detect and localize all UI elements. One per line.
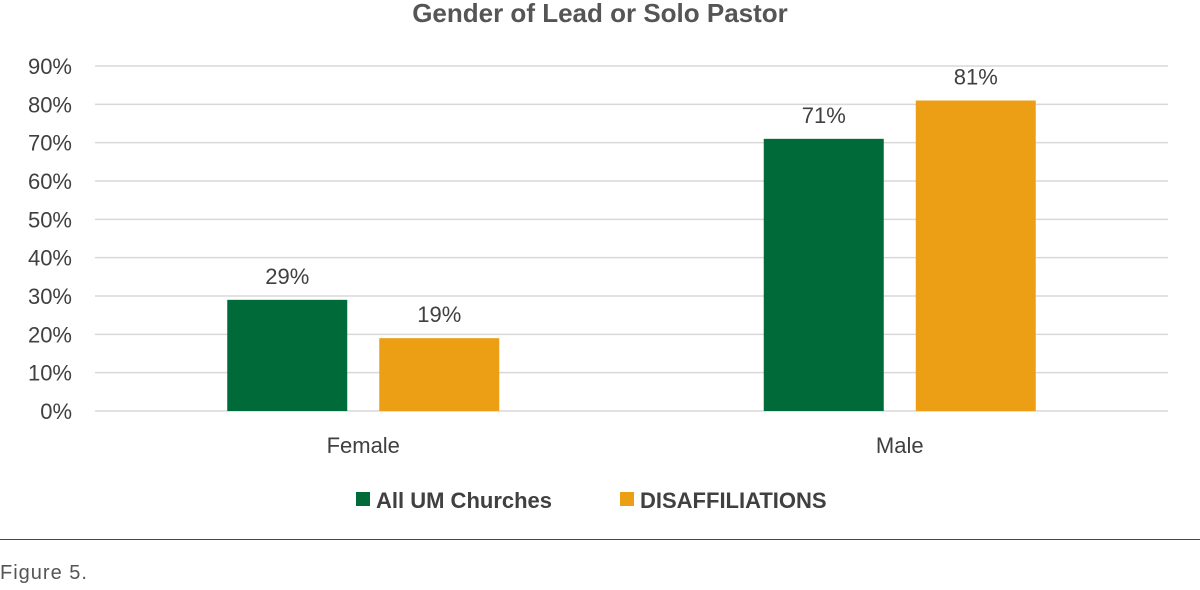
y-tick-label: 0% — [40, 399, 72, 424]
legend-swatch — [356, 492, 370, 506]
x-axis: Female Male — [327, 433, 924, 458]
y-tick-label: 70% — [28, 131, 72, 156]
bar-female-disaffiliations — [379, 338, 500, 411]
bar-male-disaffiliations — [915, 100, 1036, 411]
legend-swatch — [620, 492, 634, 506]
x-category-label: Female — [327, 433, 400, 458]
data-label: 71% — [802, 103, 846, 128]
data-label: 29% — [265, 264, 309, 289]
data-label: 19% — [417, 302, 461, 327]
data-labels: 29% 19% 71% 81% — [265, 65, 998, 328]
y-tick-label: 40% — [28, 246, 72, 271]
y-tick-label: 50% — [28, 207, 72, 232]
y-tick-label: 10% — [28, 361, 72, 386]
y-tick-label: 80% — [28, 92, 72, 117]
y-tick-label: 20% — [28, 322, 72, 347]
legend: All UM Churches DISAFFILIATIONS — [356, 488, 827, 513]
x-category-label: Male — [876, 433, 924, 458]
data-label: 81% — [954, 65, 998, 90]
y-tick-label: 60% — [28, 169, 72, 194]
bars — [227, 100, 1036, 412]
chart-title: Gender of Lead or Solo Pastor — [412, 0, 788, 28]
figure-caption: Figure 5. — [0, 562, 88, 584]
caption-divider — [0, 539, 1200, 540]
bar-chart: Gender of Lead or Solo Pastor 0% 10% 20% 30… — [28, 0, 1168, 513]
y-tick-label: 30% — [28, 284, 72, 309]
legend-label: DISAFFILIATIONS — [640, 488, 827, 513]
y-axis: 0% 10% 20% 30% 40% 50% 60% 70% 80% 90% — [28, 54, 72, 424]
y-tick-label: 90% — [28, 54, 72, 79]
legend-label: All UM Churches — [376, 488, 552, 513]
bar-male-all-um-churches — [763, 138, 884, 412]
bar-female-all-um-churches — [227, 299, 348, 411]
